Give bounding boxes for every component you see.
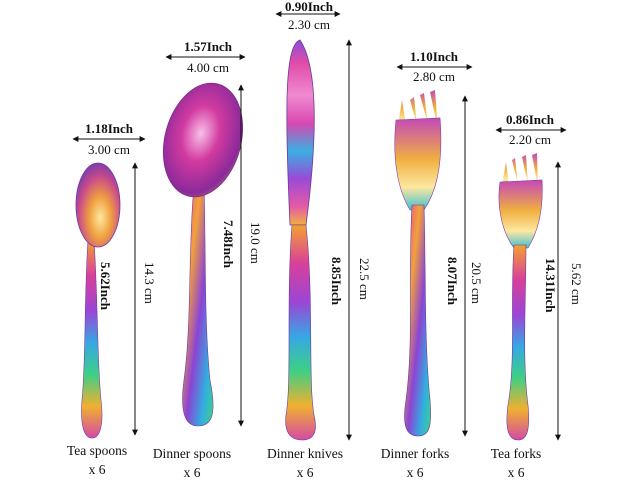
tea-spoon-width-cm: 3.00 cm bbox=[88, 142, 130, 157]
tea-spoon-length-inch: 5.62Inch bbox=[98, 262, 113, 311]
dinner-forks-qty: x 6 bbox=[406, 465, 424, 480]
tea-fork-length-inch: 14.31Inch bbox=[543, 258, 558, 313]
dinner-knife-length-cm: 22.5 cm bbox=[357, 258, 372, 300]
dimension-lines bbox=[72, 11, 567, 441]
dinner-knife bbox=[285, 39, 316, 441]
dinner-knife-width-cm: 2.30 cm bbox=[288, 17, 330, 32]
tea-forks-qty: x 6 bbox=[507, 465, 525, 480]
tea-fork-length-cm: 5.62 cm bbox=[569, 263, 584, 305]
dinner-fork-width-cm: 2.80 cm bbox=[413, 69, 455, 84]
dinner-knife-width-inch: 0.90Inch bbox=[284, 0, 334, 14]
tea-spoon bbox=[75, 162, 121, 439]
tea-spoons-qty: x 6 bbox=[88, 462, 106, 477]
tea-spoons-name: Tea spoons bbox=[66, 443, 128, 458]
dinner-knives-qty: x 6 bbox=[296, 465, 314, 480]
dinner-fork-width-inch: 1.10Inch bbox=[409, 49, 459, 64]
dinner-spoon-width-inch: 1.57Inch bbox=[183, 39, 233, 54]
tea-spoon-length-cm: 14.3 cm bbox=[142, 262, 157, 304]
tea-fork bbox=[498, 153, 543, 441]
dinner-spoons-qty: x 6 bbox=[183, 465, 201, 480]
tea-fork-width-cm: 2.20 cm bbox=[509, 132, 551, 147]
dinner-spoon-width-cm: 4.00 cm bbox=[187, 60, 229, 75]
tea-forks-name: Tea forks bbox=[490, 446, 542, 461]
dinner-knives-name: Dinner knives bbox=[266, 446, 344, 461]
dinner-fork-length-cm: 20.5 cm bbox=[469, 262, 484, 304]
dinner-spoon-length-cm: 19.0 cm bbox=[248, 222, 263, 264]
dinner-spoon bbox=[162, 82, 244, 427]
dinner-forks-name: Dinner forks bbox=[380, 446, 450, 461]
dinner-fork bbox=[394, 90, 442, 437]
dinner-spoon-length-inch: 7.48Inch bbox=[221, 220, 236, 269]
tea-fork-width-inch: 0.86Inch bbox=[505, 112, 555, 127]
tea-spoon-width-inch: 1.18Inch bbox=[84, 121, 134, 136]
dinner-knife-length-inch: 8.85Inch bbox=[329, 257, 344, 306]
dinner-fork-length-inch: 8.07Inch bbox=[445, 257, 460, 306]
dinner-spoons-name: Dinner spoons bbox=[152, 446, 232, 461]
